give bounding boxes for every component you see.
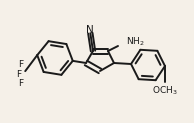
Text: F: F: [18, 60, 23, 69]
Text: NH$_2$: NH$_2$: [126, 36, 145, 48]
Text: F: F: [16, 70, 21, 79]
Text: F: F: [18, 79, 23, 88]
Text: OCH$_3$: OCH$_3$: [152, 85, 178, 98]
Text: N: N: [86, 25, 94, 35]
